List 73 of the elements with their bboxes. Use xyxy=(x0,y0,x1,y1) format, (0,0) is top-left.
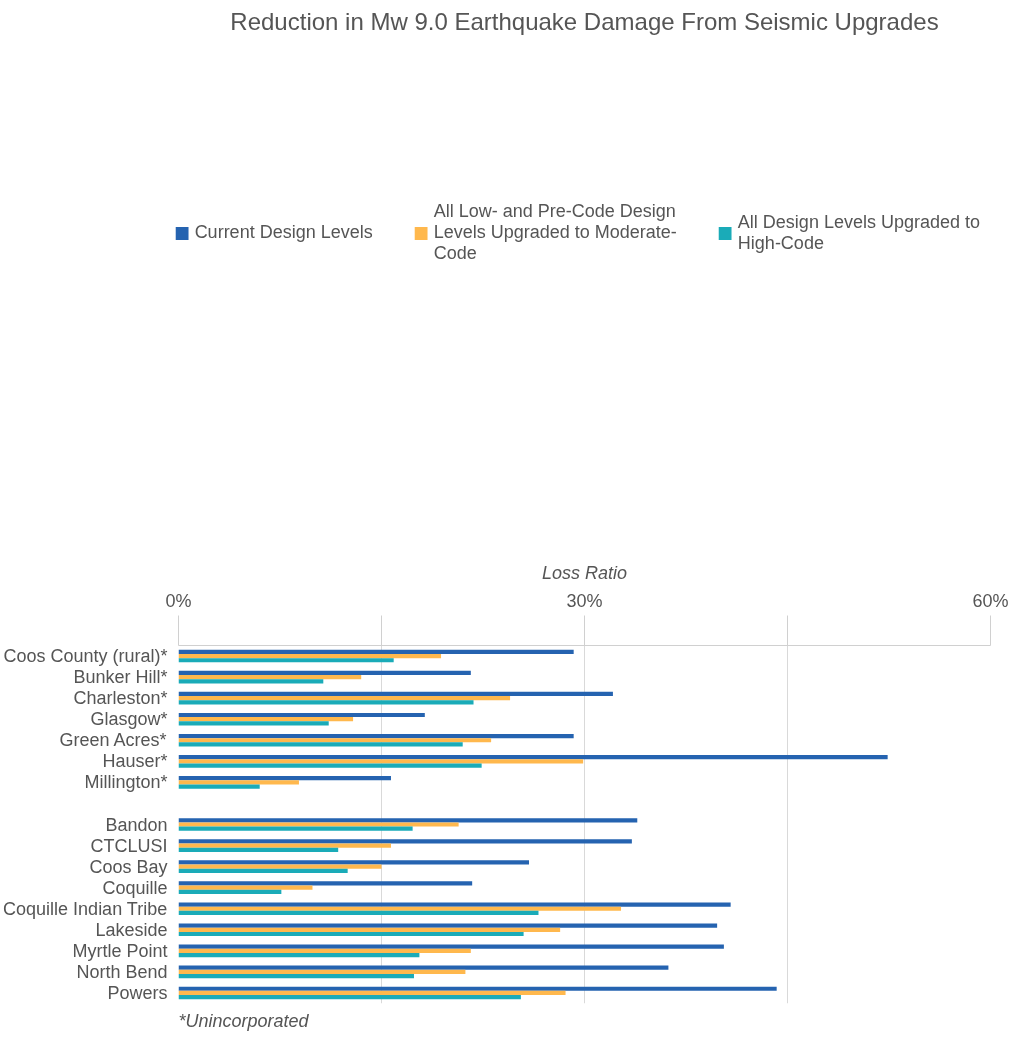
bar xyxy=(178,712,425,718)
bar xyxy=(178,952,420,958)
y-tick-label: Green Acres* xyxy=(59,730,167,751)
y-tick-label: Bandon xyxy=(105,814,168,835)
bar xyxy=(178,717,354,722)
y-tick-label: Bunker Hill* xyxy=(73,667,168,688)
bar xyxy=(178,860,530,865)
y-tick-label: Coos Bay xyxy=(89,856,168,877)
bar xyxy=(178,755,888,760)
bar xyxy=(178,679,324,684)
bar xyxy=(178,986,777,991)
bar xyxy=(178,944,724,949)
bar xyxy=(178,776,391,781)
bar xyxy=(178,864,382,869)
bar xyxy=(178,653,442,659)
bar xyxy=(178,818,638,823)
bar xyxy=(178,889,282,894)
bar xyxy=(178,649,574,654)
bar xyxy=(178,990,566,996)
bar xyxy=(178,927,561,932)
bar xyxy=(178,910,539,916)
bar xyxy=(178,763,482,768)
bar xyxy=(178,658,394,663)
legend-label: All Low- and Pre-Code Design Levels Upgraded to Moderate-Code xyxy=(433,201,677,265)
bar xyxy=(178,974,414,979)
y-tick-label: Millington* xyxy=(84,772,168,793)
y-tick-label: Powers xyxy=(107,982,168,1003)
y-tick-label: Myrtle Point xyxy=(72,940,168,961)
y-tick-label: CTCLUSI xyxy=(90,835,168,856)
bar xyxy=(178,822,459,827)
bar xyxy=(178,902,731,907)
bar xyxy=(178,965,669,970)
bar xyxy=(178,721,329,726)
text: *Unincorporated xyxy=(178,1010,310,1031)
bar xyxy=(178,691,613,697)
y-tick-label: Coquille xyxy=(102,877,168,898)
bar xyxy=(178,780,299,785)
legend-label: All Design Levels Upgraded to High-Code xyxy=(737,211,980,254)
bar xyxy=(178,843,391,848)
bar xyxy=(178,868,348,873)
bar xyxy=(178,742,463,747)
bar xyxy=(178,847,339,852)
legend-label: Current Design Levels xyxy=(194,222,373,244)
bar xyxy=(178,733,574,739)
bar xyxy=(178,948,471,953)
bar xyxy=(178,885,313,890)
bar xyxy=(178,738,492,743)
bar xyxy=(178,696,511,701)
x-tick-label: 0% xyxy=(165,590,192,611)
bar xyxy=(178,995,521,1000)
x-axis-title: Loss Ratio xyxy=(541,562,628,583)
bar xyxy=(178,826,413,831)
y-tick-label: Hauser* xyxy=(102,751,168,772)
y-tick-label: North Bend xyxy=(76,961,168,982)
y-tick-label: Glasgow* xyxy=(90,709,168,730)
bar xyxy=(178,931,524,937)
bar xyxy=(178,784,260,789)
bar xyxy=(178,969,466,975)
bar xyxy=(178,906,622,911)
bar xyxy=(178,923,718,928)
bar xyxy=(178,839,632,844)
y-tick-label: Coos County (rural)* xyxy=(3,646,168,667)
y-tick-label: Charleston* xyxy=(73,688,168,709)
y-tick-label: Lakeside xyxy=(95,919,168,940)
bar xyxy=(178,759,584,764)
bar xyxy=(178,674,362,680)
bar xyxy=(178,700,474,705)
bar xyxy=(178,881,473,886)
y-tick-label: Coquille Indian Tribe xyxy=(3,898,168,919)
bar xyxy=(178,670,471,675)
x-tick-label: 60% xyxy=(972,590,1009,611)
x-tick-label: 30% xyxy=(566,590,603,611)
chart-title: Reduction in Mw 9.0 Earthquake Damage From Seismic Upgrades xyxy=(230,7,939,35)
